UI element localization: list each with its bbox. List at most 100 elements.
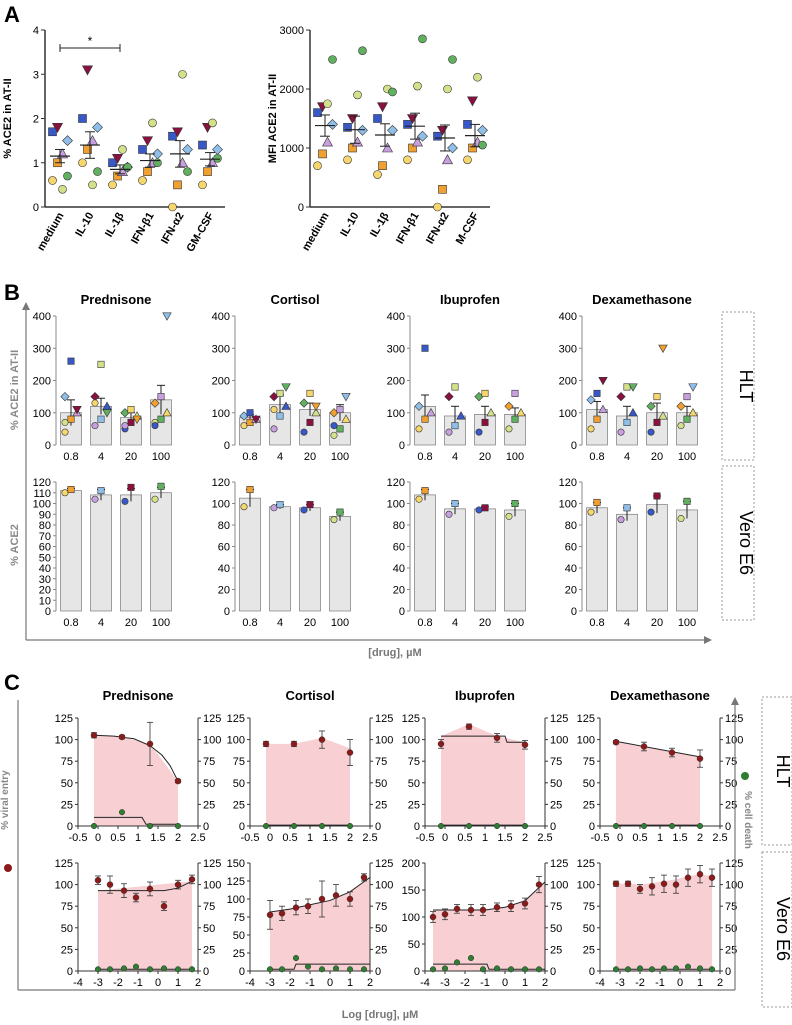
data-point bbox=[111, 154, 124, 164]
y-tick-label-right: 0 bbox=[550, 966, 556, 978]
x-tick-label: 20 bbox=[479, 451, 491, 463]
data-point bbox=[598, 404, 608, 414]
viral-fit-line bbox=[615, 740, 701, 758]
y-tick-label-left: 125 bbox=[227, 876, 245, 888]
x-tick-label: 0.5 bbox=[110, 832, 125, 844]
viral-entry-point bbox=[624, 880, 632, 887]
y-tick-label-right: 50 bbox=[375, 778, 387, 790]
data-point bbox=[313, 161, 322, 170]
data-point bbox=[311, 402, 321, 412]
y-tick-label-left: 100 bbox=[577, 735, 595, 747]
y-tick-label: 0 bbox=[298, 202, 304, 214]
y-tick-label-right: 0 bbox=[375, 966, 381, 978]
data-point bbox=[67, 415, 75, 423]
y-tick-label: 3 bbox=[33, 69, 39, 81]
viral-entry-point bbox=[346, 895, 354, 903]
data-point bbox=[318, 149, 327, 159]
cell-death-point bbox=[612, 966, 620, 973]
panel-label-b: B bbox=[4, 280, 20, 305]
data-point bbox=[300, 428, 308, 436]
y-tick-label: 100 bbox=[387, 408, 405, 420]
viral-entry-point bbox=[493, 904, 501, 911]
y-tick-label: 20 bbox=[39, 585, 51, 597]
data-point bbox=[48, 127, 57, 137]
x-tick-label: 0.8 bbox=[242, 617, 257, 629]
x-tick-label: 1 bbox=[697, 977, 703, 989]
viral-entry-point bbox=[360, 874, 368, 881]
y-tick-label: 30 bbox=[39, 574, 51, 586]
y-tick-label-left: 50 bbox=[408, 778, 420, 790]
x-tick-label: 4 bbox=[452, 617, 458, 629]
data-point bbox=[587, 425, 595, 433]
x-tick-label: 100 bbox=[506, 451, 524, 463]
y-tick-label-right: 75 bbox=[725, 756, 737, 768]
x-tick-label: 100 bbox=[152, 617, 170, 629]
y-tick-label-left: 0 bbox=[414, 966, 420, 978]
cell-death-point bbox=[441, 965, 449, 972]
y-tick-label: 60 bbox=[393, 542, 405, 554]
x-tick-label: 20 bbox=[479, 617, 491, 629]
x-tick-label: 0 bbox=[95, 832, 101, 844]
y-tick-label: 20 bbox=[393, 585, 405, 597]
data-point bbox=[48, 176, 57, 185]
x-tick-label: 20 bbox=[651, 451, 663, 463]
x-tick-label: 1 bbox=[307, 832, 313, 844]
data-point bbox=[58, 185, 67, 194]
bar bbox=[616, 513, 638, 612]
data-point bbox=[121, 497, 129, 505]
y-tick-label-right: 125 bbox=[550, 713, 568, 725]
y-tick-label-right: 75 bbox=[550, 756, 562, 768]
x-tick-label: -3 bbox=[93, 977, 103, 989]
viral-entry-area bbox=[266, 737, 350, 826]
x-tick-label: 2 bbox=[347, 832, 353, 844]
y-tick-label-left: 0 bbox=[67, 966, 73, 978]
data-point bbox=[628, 383, 638, 392]
y-tick-label: 400 bbox=[559, 311, 577, 323]
viral-entry-point bbox=[266, 911, 274, 919]
y-tick-label-right: 50 bbox=[550, 923, 562, 935]
data-point bbox=[61, 489, 69, 497]
viral-entry-point bbox=[684, 874, 692, 881]
data-point bbox=[414, 401, 424, 411]
data-point bbox=[516, 407, 526, 417]
data-point bbox=[466, 96, 479, 107]
cell-death-point bbox=[636, 965, 644, 972]
y-tick-label-right: 100 bbox=[550, 735, 568, 747]
y-tick-label-left: 75 bbox=[583, 756, 595, 768]
x-tick-label: 4 bbox=[277, 617, 283, 629]
y-tick-label: 40 bbox=[218, 563, 230, 575]
c-death-legend-marker bbox=[741, 772, 749, 780]
viral-entry-point bbox=[304, 902, 312, 910]
data-point bbox=[688, 407, 698, 417]
x-tick-label: -3 bbox=[615, 977, 625, 989]
cell-death-point bbox=[429, 966, 437, 973]
data-point bbox=[486, 407, 496, 417]
y-tick-label-right: 75 bbox=[725, 901, 737, 913]
cell-death-point bbox=[696, 965, 704, 972]
y-tick-label-left: 150 bbox=[227, 858, 245, 870]
cell-death-point bbox=[132, 963, 140, 970]
data-point bbox=[617, 516, 625, 524]
data-point bbox=[92, 121, 103, 133]
b-ylabel-bottom: % ACE2 bbox=[9, 524, 21, 566]
x-tick-label: 2 bbox=[717, 977, 723, 989]
viral-entry-area bbox=[616, 874, 712, 971]
data-point bbox=[323, 99, 332, 109]
y-tick-label-left: 25 bbox=[583, 799, 595, 811]
y-axis-label: MFI ACE2 in AT-II bbox=[267, 74, 279, 163]
data-point bbox=[677, 515, 685, 523]
x-tick-label: 0.8 bbox=[63, 451, 78, 463]
data-point bbox=[61, 418, 69, 426]
y-tick-label-right: 50 bbox=[725, 923, 737, 935]
data-point bbox=[438, 185, 447, 194]
x-tick-label: 4 bbox=[452, 451, 458, 463]
b-row-box-vero bbox=[721, 465, 755, 621]
cell-death-point bbox=[304, 963, 312, 970]
c-row-label-vero: Vero E6 bbox=[773, 897, 792, 961]
y-tick-label: 120 bbox=[559, 477, 577, 489]
x-tick-label: 4 bbox=[624, 617, 630, 629]
cell-death-point bbox=[346, 822, 354, 830]
y-tick-label-right: 0 bbox=[203, 966, 209, 978]
x-tick-label: -2 bbox=[285, 977, 295, 989]
